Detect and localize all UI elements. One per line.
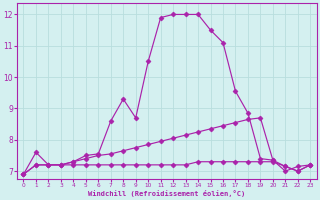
X-axis label: Windchill (Refroidissement éolien,°C): Windchill (Refroidissement éolien,°C) — [88, 190, 245, 197]
